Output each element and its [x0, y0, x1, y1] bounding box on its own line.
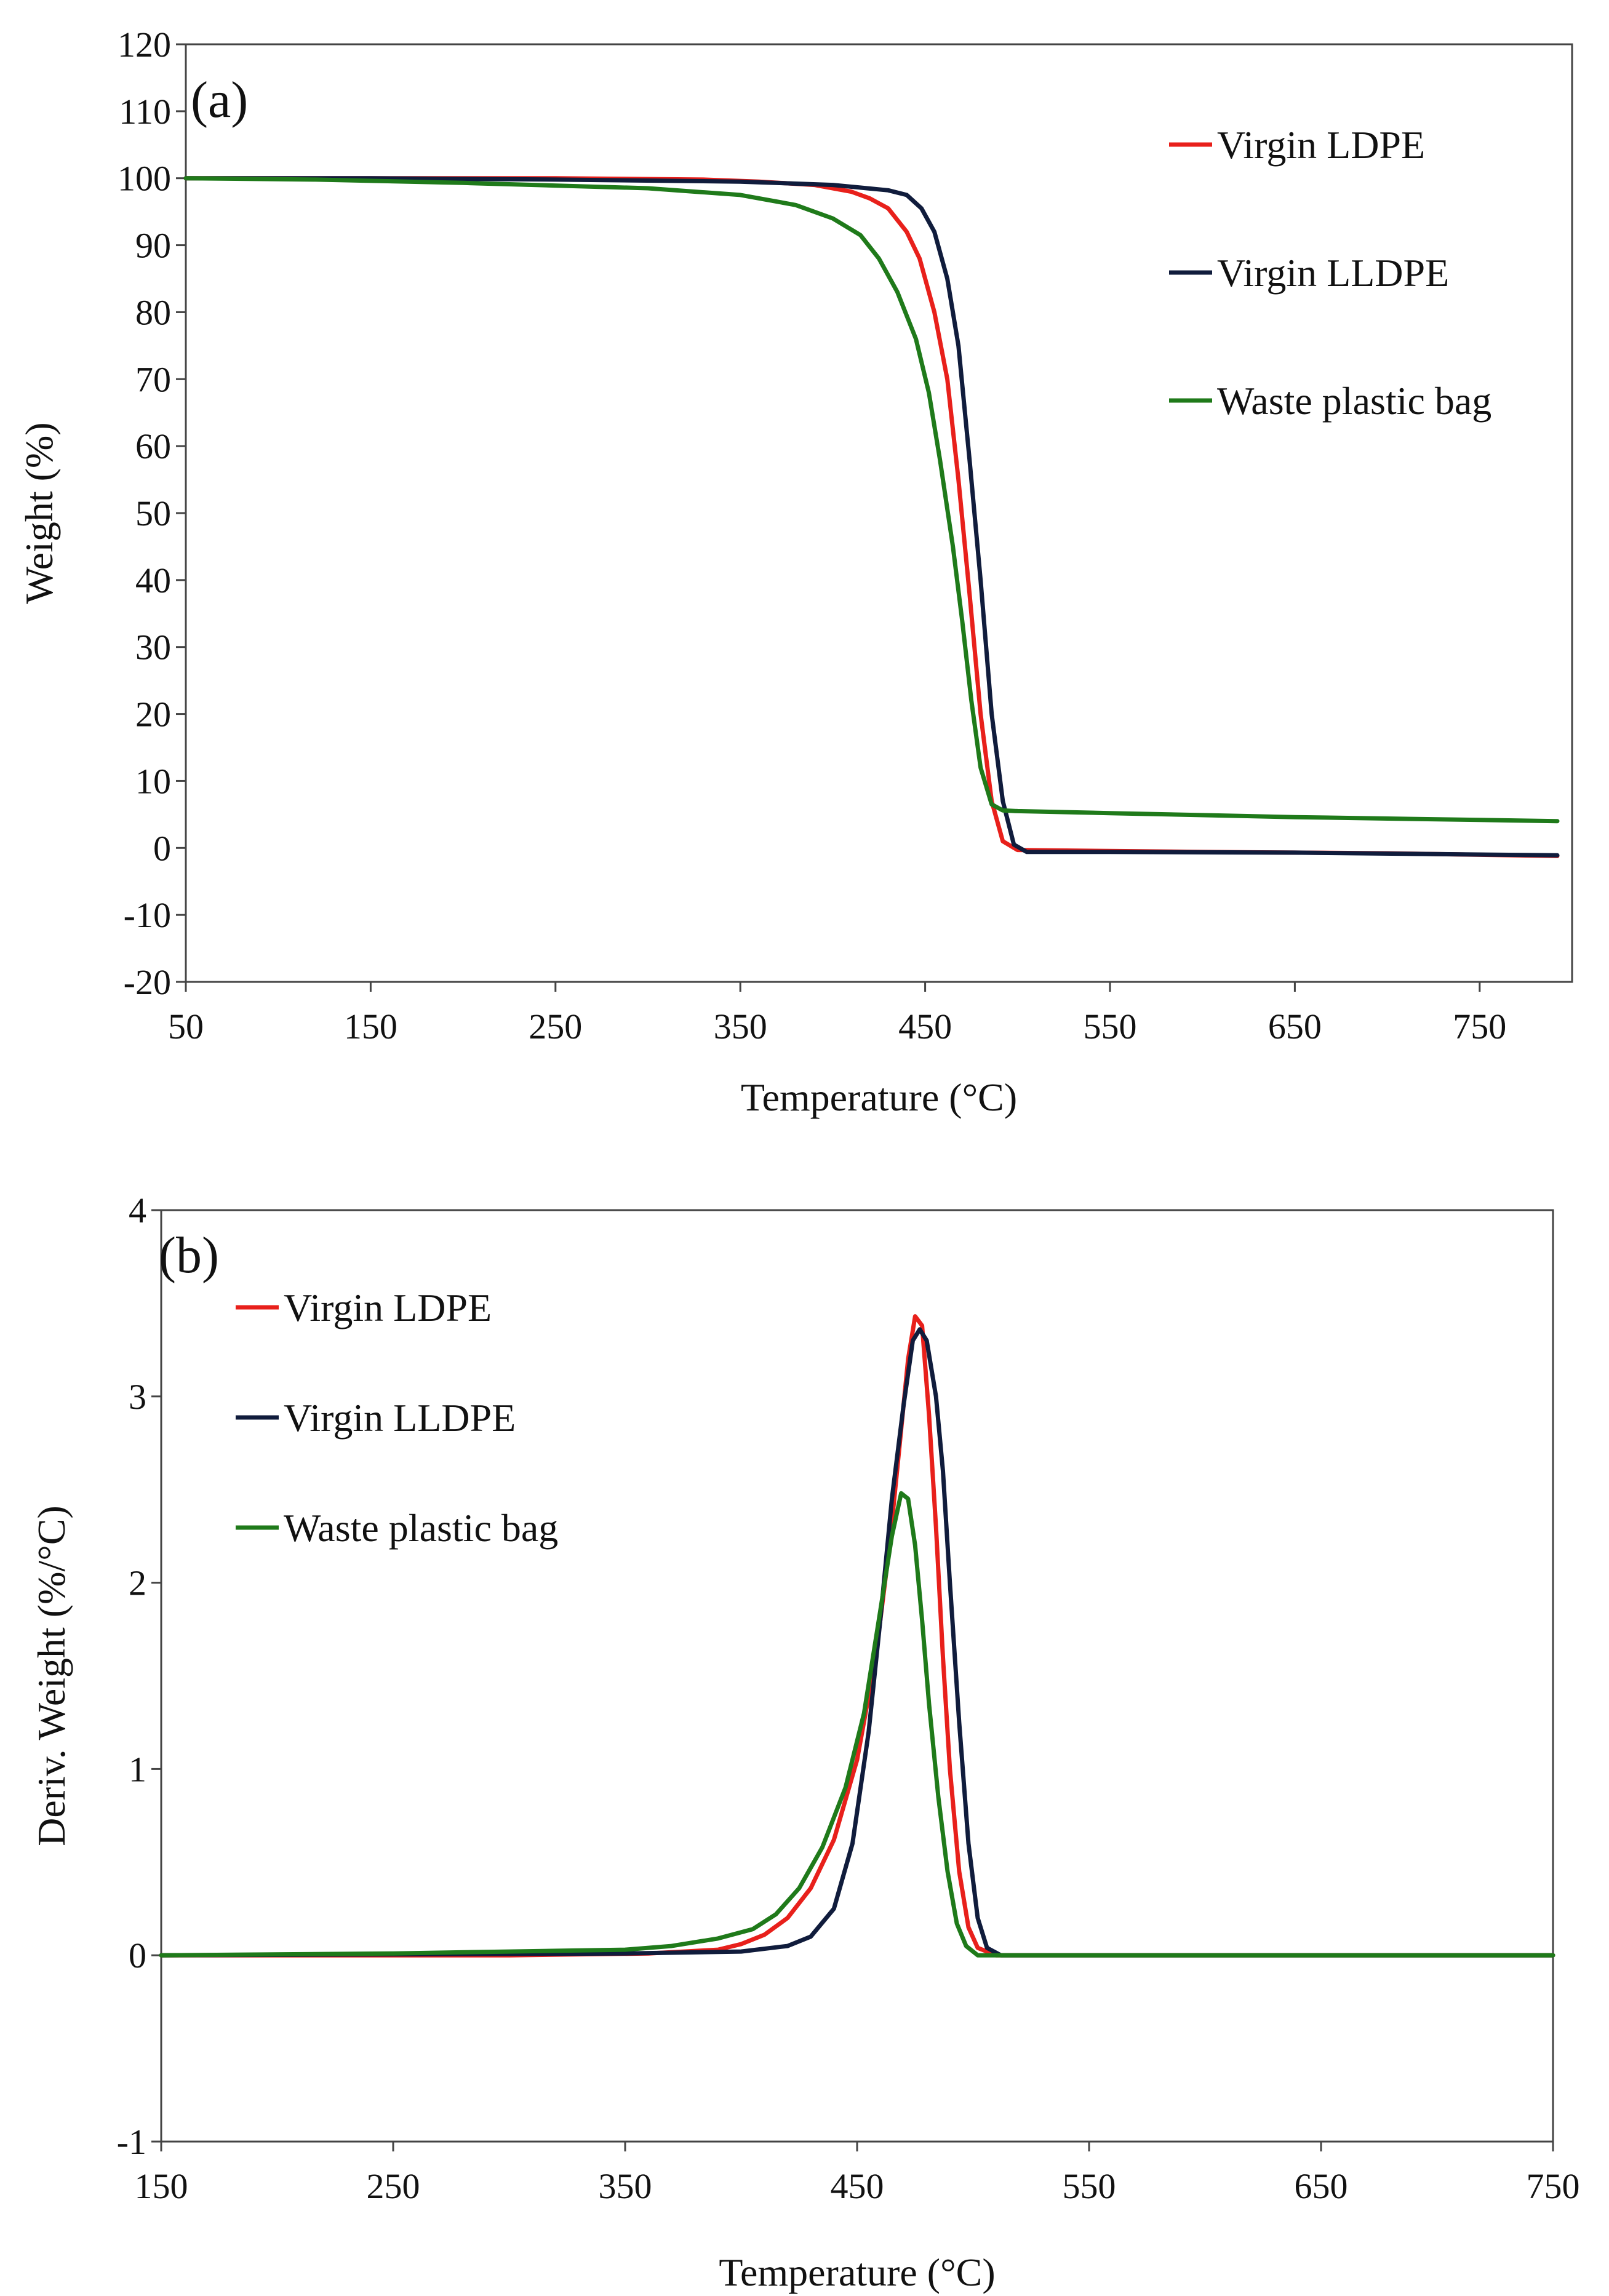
- legend-label-waste-plastic-bag: Waste plastic bag: [1217, 379, 1491, 423]
- x-tick-label: 350: [599, 2166, 652, 2206]
- x-tick-label: 750: [1527, 2166, 1580, 2206]
- x-tick-label: 650: [1268, 1006, 1322, 1046]
- x-tick-label: 550: [1063, 2166, 1116, 2206]
- series-line-virgin-lldpe: [183, 176, 1560, 858]
- y-tick-label: 60: [135, 426, 171, 466]
- y-tick-label: -10: [124, 895, 171, 935]
- legend-label-waste-plastic-bag: Waste plastic bag: [284, 1506, 558, 1550]
- y-tick-label: 80: [135, 292, 171, 332]
- x-tick-label: 650: [1295, 2166, 1348, 2206]
- x-tick-label: 250: [367, 2166, 420, 2206]
- x-tick-label: 750: [1453, 1006, 1506, 1046]
- chart-b-derivative-weight: -1 0 1 2 3 4 150 250 350 450 550 650 750 Temperature …: [30, 1190, 1580, 2294]
- y-tick-label: 100: [118, 159, 171, 199]
- y-tick-label: -20: [124, 962, 171, 1002]
- y-tick-label: 40: [135, 560, 171, 600]
- y-tick-label: 3: [129, 1377, 146, 1417]
- x-tick-label: 350: [714, 1006, 767, 1046]
- y-tick-label: 4: [129, 1190, 146, 1230]
- y-axis-title: Weight (%): [17, 422, 61, 604]
- y-tick-label: 70: [135, 359, 171, 399]
- y-axis-title: Deriv. Weight (%/°C): [30, 1505, 73, 1846]
- y-tick-label: 120: [118, 25, 171, 65]
- y-tick-label: 1: [129, 1749, 146, 1789]
- series-line-virgin-lldpe: [159, 1327, 1555, 1958]
- legend-label-virgin-lldpe: Virgin LLDPE: [1217, 251, 1449, 295]
- series-line-waste-plastic-bag: [159, 1491, 1555, 1958]
- x-tick-label: 250: [529, 1006, 582, 1046]
- x-tick-label: 150: [344, 1006, 397, 1046]
- y-tick-label: -1: [117, 2122, 146, 2162]
- chart-a-weight-loss: -20 -10 0 10 20 30 40 50 60 70 80 90 100 110 120 50 150 2…: [17, 25, 1573, 1119]
- y-tick-label: 90: [135, 226, 171, 266]
- x-tick-label: 150: [135, 2166, 188, 2206]
- legend-label-virgin-lldpe: Virgin LLDPE: [284, 1396, 516, 1440]
- panel-label: (b): [159, 1227, 219, 1284]
- plot-area: [185, 43, 1573, 983]
- x-axis-title: Temperature (°C): [741, 1075, 1017, 1119]
- panel-label: (a): [191, 71, 248, 129]
- x-tick-label: 450: [898, 1006, 952, 1046]
- legend-label-virgin-ldpe: Virgin LDPE: [1217, 123, 1425, 167]
- y-tick-label: 2: [129, 1563, 146, 1603]
- x-tick-label: 50: [168, 1006, 204, 1046]
- y-tick-label: 0: [129, 1935, 146, 1975]
- y-tick-label: 30: [135, 628, 171, 668]
- x-tick-label: 550: [1084, 1006, 1137, 1046]
- y-tick-label: 10: [135, 761, 171, 801]
- series-line-waste-plastic-bag: [183, 176, 1560, 824]
- y-tick-label: 20: [135, 695, 171, 735]
- y-tick-label: 50: [135, 493, 171, 533]
- x-tick-label: 450: [831, 2166, 884, 2206]
- y-tick-label: 110: [119, 92, 171, 132]
- y-tick-label: 0: [153, 828, 171, 868]
- legend-label-virgin-ldpe: Virgin LDPE: [284, 1286, 492, 1329]
- x-axis-title: Temperature (°C): [719, 2250, 995, 2294]
- plot-area: [160, 1209, 1554, 2143]
